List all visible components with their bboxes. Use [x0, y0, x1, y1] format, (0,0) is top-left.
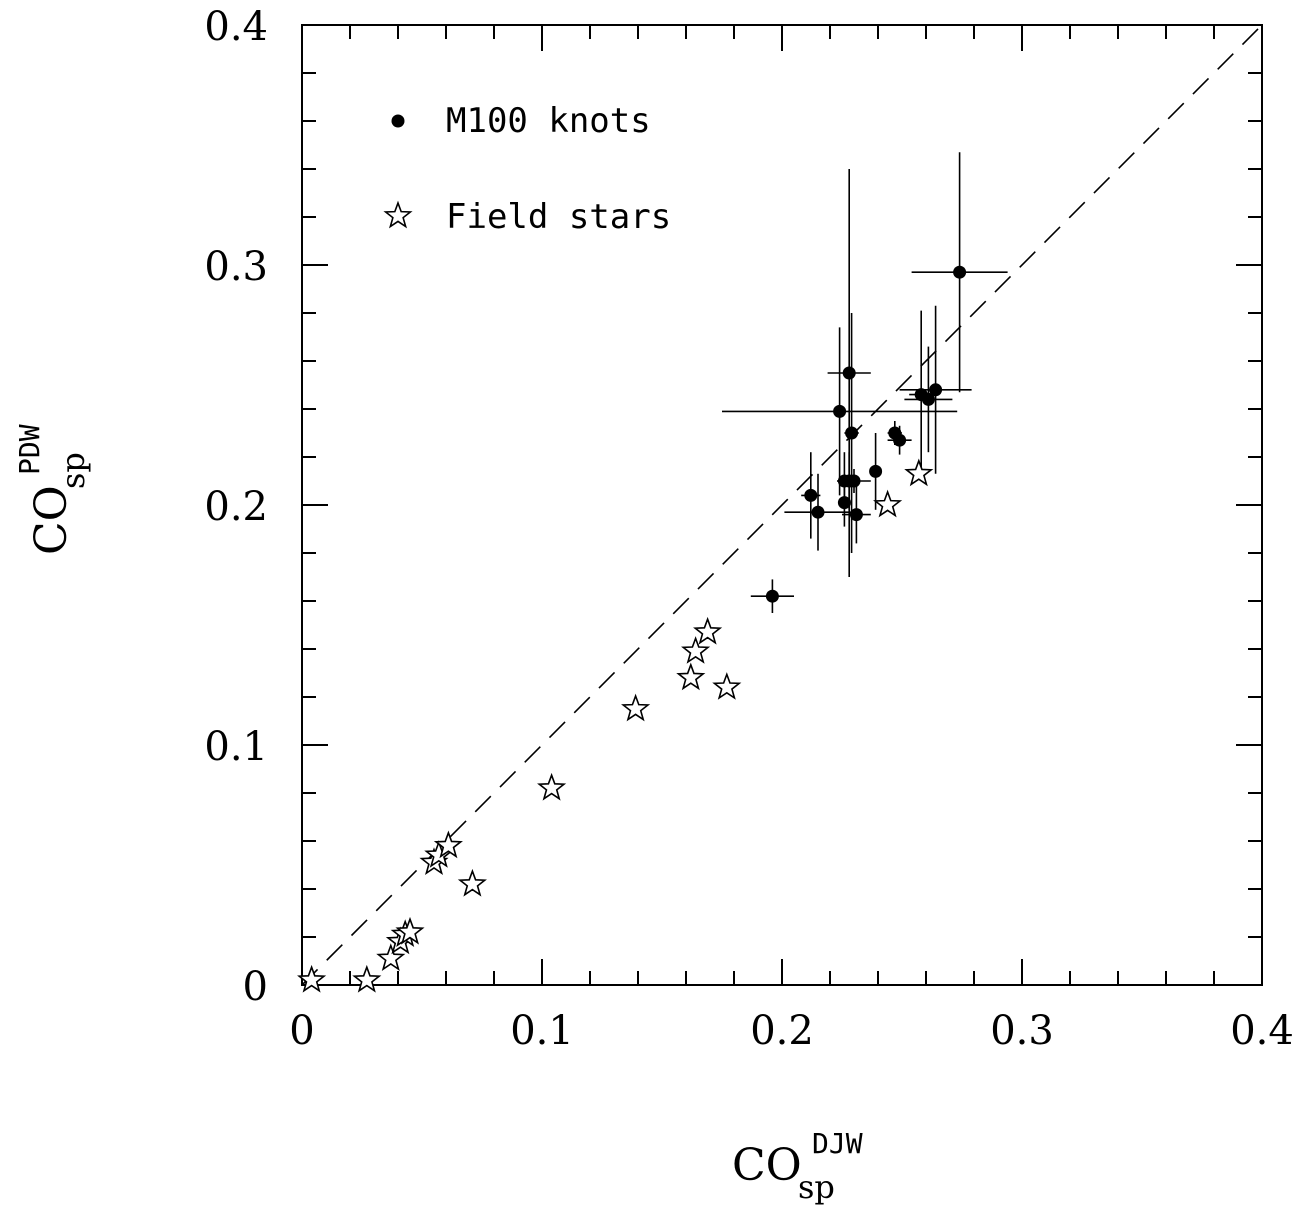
y-tick-label: 0.4 [204, 4, 268, 50]
legend-marker-stars [383, 200, 413, 229]
legend-label-knots: M100 knots [446, 101, 651, 141]
y-axis-title-main: CO [26, 485, 77, 555]
knot-point [929, 383, 943, 397]
knot-point [893, 433, 907, 447]
tick-labels: 0 0.1 0.2 0.3 0.4 0 0.1 0.2 0.3 0.4 [204, 4, 1293, 1054]
x-tick-label: 0.4 [1230, 1008, 1294, 1054]
y-tick-label: 0.2 [204, 484, 268, 530]
reference-line [301, 24, 1263, 986]
star-point [395, 916, 425, 945]
y-axis-title-sup: PDW [13, 424, 46, 475]
axis-ticks [301, 24, 1263, 986]
x-tick-label: 0.1 [510, 1008, 574, 1054]
knot-point [849, 508, 863, 522]
star-point [297, 964, 327, 993]
m100-knots-series [765, 265, 967, 603]
x-axis-title-sub: sp [798, 1168, 835, 1206]
knot-point [921, 392, 935, 406]
knot-point [833, 404, 847, 418]
x-tick-label: 0 [289, 1008, 314, 1054]
legend: M100 knots Field stars [383, 101, 671, 237]
y-tick-label: 0 [243, 964, 268, 1010]
legend-marker-knots [391, 114, 405, 128]
field-stars-series [297, 458, 934, 993]
knot-point [847, 474, 861, 488]
y-tick-label: 0.1 [204, 724, 268, 770]
knot-point [837, 496, 851, 510]
knot-point [953, 265, 967, 279]
star-point [376, 943, 406, 971]
y-axis-title: CO sp PDW [13, 424, 92, 555]
x-tick-label: 0.3 [990, 1008, 1054, 1054]
star-point [457, 868, 487, 897]
star-point [352, 964, 382, 993]
knot-point [842, 366, 856, 380]
star-point [681, 636, 711, 664]
knot-point [811, 505, 825, 519]
legend-label-stars: Field stars [446, 197, 671, 237]
y-tick-label: 0.3 [204, 244, 268, 290]
x-tick-label: 0.2 [750, 1008, 814, 1054]
star-point [873, 489, 903, 518]
star-point [621, 693, 651, 722]
x-axis-title-main: CO [732, 1140, 802, 1191]
error-bars [722, 152, 1008, 613]
star-point [676, 662, 706, 691]
star-point [904, 458, 934, 487]
x-axis-title: CO sp DJW [732, 1127, 863, 1206]
star-point [433, 830, 463, 859]
star-point [693, 616, 723, 645]
star-point [537, 772, 567, 801]
knot-point [845, 426, 859, 440]
knot-point [804, 488, 818, 502]
y-axis-title-sub: sp [54, 452, 92, 489]
star-point [712, 672, 742, 700]
knot-point [869, 464, 883, 478]
knot-point [765, 589, 779, 603]
legend-star-shape [383, 200, 413, 229]
x-axis-title-sup: DJW [812, 1127, 863, 1160]
